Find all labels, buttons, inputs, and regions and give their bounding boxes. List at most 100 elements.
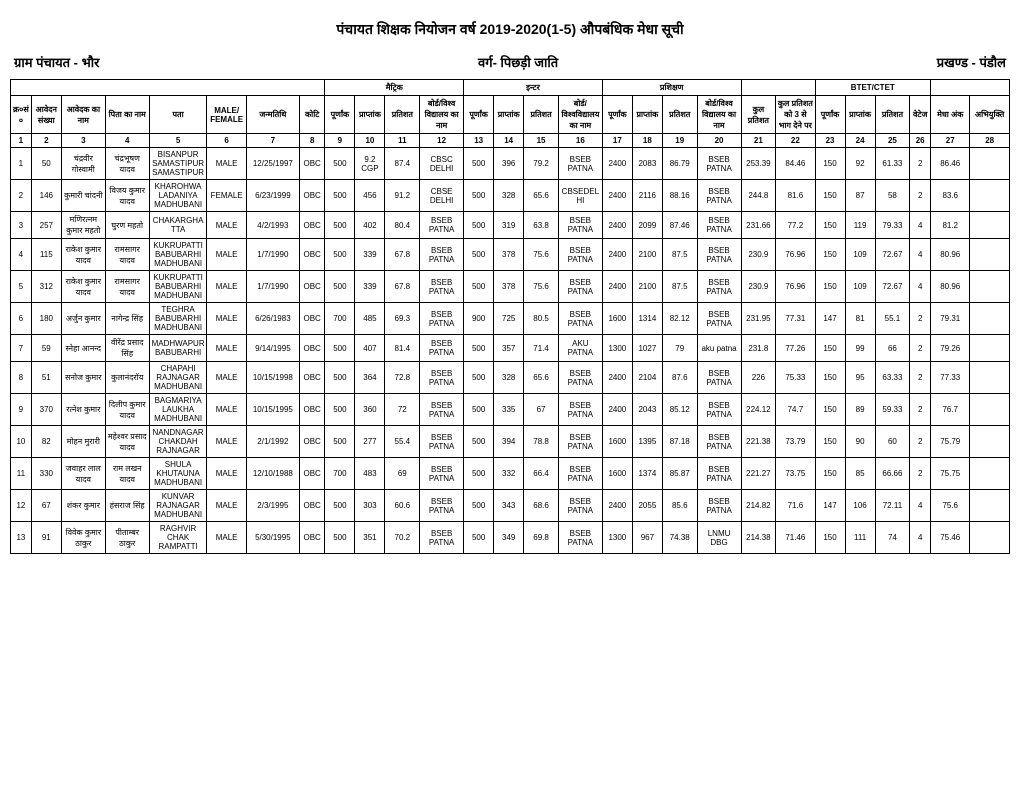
subhead-left: ग्राम पंचायत - भौर bbox=[14, 53, 99, 71]
table-cell: 71.46 bbox=[776, 522, 815, 554]
table-cell: 360 bbox=[355, 394, 385, 426]
table-cell: 1300 bbox=[602, 335, 632, 362]
table-cell: 7 bbox=[11, 335, 32, 362]
col-header: आवेदन संख्या bbox=[31, 96, 61, 134]
table-cell: CHAKARGHATTA bbox=[149, 212, 207, 239]
table-cell: 2100 bbox=[632, 271, 662, 303]
table-cell: 3 bbox=[11, 212, 32, 239]
table-cell: 2/3/1995 bbox=[246, 490, 299, 522]
table-cell: 74 bbox=[875, 522, 910, 554]
table-cell: 80.5 bbox=[524, 303, 559, 335]
table-row: 9370रत्नेश कुमारदिलीप कुमार यादवBAGMARIY… bbox=[11, 394, 1010, 426]
table-cell: 106 bbox=[845, 490, 875, 522]
table-cell: MALE bbox=[207, 458, 246, 490]
table-cell: MALE bbox=[207, 522, 246, 554]
table-cell: BAGMARIYA LAUKHA MADHUBANI bbox=[149, 394, 207, 426]
table-cell: 2104 bbox=[632, 362, 662, 394]
col-header: प्राप्तांक bbox=[845, 96, 875, 134]
table-cell: 92 bbox=[845, 148, 875, 180]
table-cell: 2 bbox=[910, 362, 931, 394]
table-cell: दिलीप कुमार यादव bbox=[105, 394, 149, 426]
table-cell: 394 bbox=[494, 426, 524, 458]
table-cell bbox=[970, 458, 1010, 490]
group-inter: इन्टर bbox=[464, 80, 603, 96]
table-cell: 150 bbox=[815, 426, 845, 458]
table-cell: 68.6 bbox=[524, 490, 559, 522]
table-cell: BSEB PATNA bbox=[558, 212, 602, 239]
table-cell: मणिरत्नम कुमार महतो bbox=[61, 212, 105, 239]
table-cell: BSEB PATNA bbox=[420, 239, 464, 271]
table-cell: 500 bbox=[325, 394, 355, 426]
table-cell: 10/15/1995 bbox=[246, 394, 299, 426]
table-cell: 1300 bbox=[602, 522, 632, 554]
table-cell: 6/23/1999 bbox=[246, 180, 299, 212]
table-cell: 2 bbox=[910, 335, 931, 362]
table-cell: 150 bbox=[815, 180, 845, 212]
table-row: 150चंद्रवीर गोस्वामीचंद्रभूषण यादवBISANP… bbox=[11, 148, 1010, 180]
table-cell: CHAPAHI RAJNAGAR MADHUBANI bbox=[149, 362, 207, 394]
table-cell: 72 bbox=[385, 394, 420, 426]
table-cell: 80.4 bbox=[385, 212, 420, 239]
table-cell: 85 bbox=[845, 458, 875, 490]
table-row: 4115राकेश कुमार यादवरामसागर यादवKUKRUPAT… bbox=[11, 239, 1010, 271]
table-cell: 87.5 bbox=[662, 271, 697, 303]
col-number: 21 bbox=[741, 134, 776, 148]
col-header: प्रतिशत bbox=[385, 96, 420, 134]
col-header: मेधा अंक bbox=[931, 96, 970, 134]
table-cell: 66 bbox=[875, 335, 910, 362]
table-cell: 73.75 bbox=[776, 458, 815, 490]
table-cell: BSEB PATNA bbox=[558, 148, 602, 180]
table-cell: BSEB PATNA bbox=[420, 426, 464, 458]
table-cell: MALE bbox=[207, 239, 246, 271]
table-cell: OBC bbox=[299, 426, 324, 458]
table-cell: 221.27 bbox=[741, 458, 776, 490]
table-cell: 150 bbox=[815, 394, 845, 426]
col-number: 27 bbox=[931, 134, 970, 148]
col-header: बोर्ड/विश्व विद्यालय का नाम bbox=[420, 96, 464, 134]
table-cell: 180 bbox=[31, 303, 61, 335]
table-cell: 370 bbox=[31, 394, 61, 426]
col-number: 17 bbox=[602, 134, 632, 148]
table-cell: 86.46 bbox=[931, 148, 970, 180]
table-cell: 9/14/1995 bbox=[246, 335, 299, 362]
table-cell: KUKRUPATTI BABUBARHI MADHUBANI bbox=[149, 271, 207, 303]
col-number: 19 bbox=[662, 134, 697, 148]
table-cell: BSEB PATNA bbox=[420, 490, 464, 522]
table-cell: 150 bbox=[815, 239, 845, 271]
table-cell: 75.6 bbox=[524, 239, 559, 271]
table-cell: 967 bbox=[632, 522, 662, 554]
table-cell: 500 bbox=[464, 271, 494, 303]
table-cell: 231.66 bbox=[741, 212, 776, 239]
table-cell: पीताम्बर ठाकुर bbox=[105, 522, 149, 554]
table-cell bbox=[970, 426, 1010, 458]
table-cell bbox=[970, 522, 1010, 554]
col-number: 23 bbox=[815, 134, 845, 148]
table-cell: 500 bbox=[325, 335, 355, 362]
col-number: 1 bbox=[11, 134, 32, 148]
table-row: 3257मणिरत्नम कुमार महतोघुरण महतोCHAKARGH… bbox=[11, 212, 1010, 239]
col-header: प्राप्तांक bbox=[632, 96, 662, 134]
table-cell: 59.33 bbox=[875, 394, 910, 426]
col-number: 18 bbox=[632, 134, 662, 148]
table-cell: 357 bbox=[494, 335, 524, 362]
table-cell: 4 bbox=[910, 522, 931, 554]
table-cell: OBC bbox=[299, 394, 324, 426]
table-cell: महेश्वर प्रसाद यादव bbox=[105, 426, 149, 458]
table-cell: 82.12 bbox=[662, 303, 697, 335]
table-cell: 79.31 bbox=[931, 303, 970, 335]
table-cell: 500 bbox=[464, 394, 494, 426]
table-cell: 500 bbox=[464, 490, 494, 522]
table-cell bbox=[970, 362, 1010, 394]
table-cell: 1027 bbox=[632, 335, 662, 362]
table-cell: 485 bbox=[355, 303, 385, 335]
column-number-row: 1234567891011121314151617181920212223242… bbox=[11, 134, 1010, 148]
table-cell: कुलानंदरॉय bbox=[105, 362, 149, 394]
table-cell: 12/10/1988 bbox=[246, 458, 299, 490]
table-cell: OBC bbox=[299, 303, 324, 335]
table-cell: 72.8 bbox=[385, 362, 420, 394]
table-cell: 119 bbox=[845, 212, 875, 239]
table-cell: RAGHVIR CHAK RAMPATTI bbox=[149, 522, 207, 554]
table-cell: 2400 bbox=[602, 394, 632, 426]
col-header: पिता का नाम bbox=[105, 96, 149, 134]
table-cell: 500 bbox=[325, 212, 355, 239]
